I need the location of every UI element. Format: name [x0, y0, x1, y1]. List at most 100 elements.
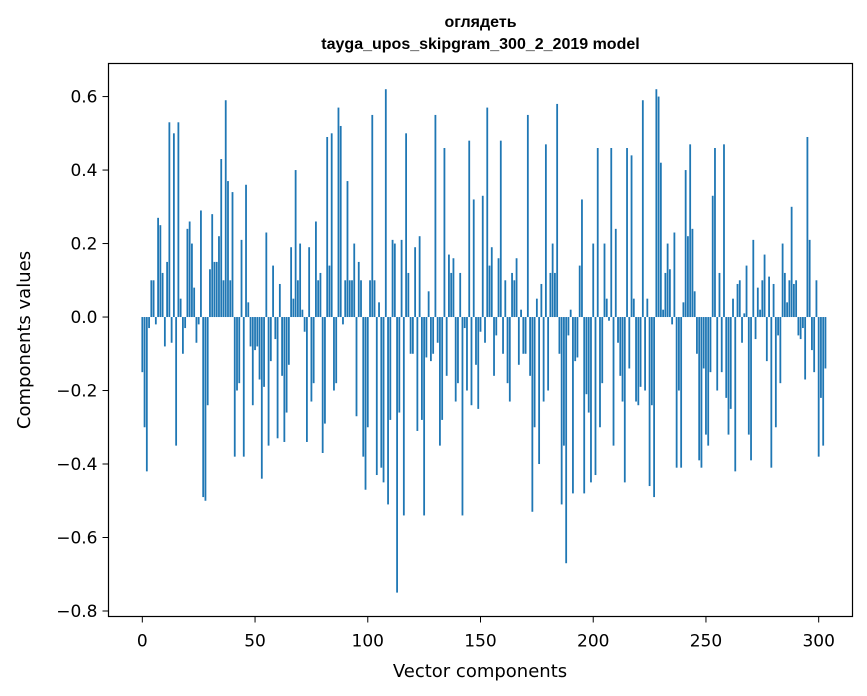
bar	[797, 317, 800, 336]
bar	[272, 265, 274, 318]
bar	[218, 236, 220, 318]
bar	[723, 144, 725, 318]
bar	[799, 317, 802, 340]
x-tick-label: 50	[244, 632, 266, 652]
bar	[675, 317, 678, 468]
bar	[486, 107, 489, 318]
bar	[761, 280, 764, 318]
bar	[242, 317, 245, 457]
bar	[330, 133, 333, 318]
bar	[484, 317, 486, 343]
bar	[765, 317, 768, 362]
bar	[269, 317, 272, 362]
bar	[278, 283, 281, 318]
bar	[351, 280, 353, 318]
y-tick-label: −0.8	[56, 602, 97, 622]
bar	[308, 247, 311, 318]
bar	[650, 317, 653, 406]
bar	[152, 280, 155, 318]
bar	[362, 317, 365, 457]
bar	[319, 272, 322, 318]
bar	[813, 317, 816, 373]
x-tick-label: 200	[577, 632, 609, 652]
bar	[628, 317, 631, 369]
bar	[603, 243, 606, 318]
bar	[632, 298, 635, 318]
bar	[772, 283, 775, 318]
bar	[457, 317, 459, 384]
bar	[251, 317, 254, 406]
bar	[729, 317, 732, 409]
bar	[531, 317, 534, 512]
bar	[454, 317, 457, 402]
bar	[283, 317, 286, 442]
bar	[420, 317, 423, 420]
bar	[337, 107, 340, 318]
bar	[657, 96, 660, 318]
bar	[698, 317, 701, 461]
bar	[599, 317, 601, 428]
bar	[393, 243, 396, 318]
bar	[229, 280, 232, 318]
bar	[215, 261, 218, 318]
x-tick-label: 150	[464, 632, 496, 652]
bar	[777, 317, 779, 336]
bar	[544, 144, 547, 318]
x-axis-label: Vector components	[393, 661, 567, 682]
bar	[747, 317, 750, 435]
bar	[416, 317, 419, 431]
bar	[596, 148, 599, 318]
bar	[563, 317, 565, 446]
bar	[294, 170, 297, 318]
bar	[630, 155, 633, 318]
bar	[312, 317, 315, 384]
bar	[233, 317, 236, 457]
bar	[601, 317, 604, 384]
bar	[754, 317, 757, 340]
bar	[621, 317, 624, 402]
bar	[529, 317, 531, 376]
bar	[583, 317, 586, 494]
bar	[470, 317, 473, 406]
y-tick-label: −0.4	[56, 455, 97, 475]
bar	[236, 317, 238, 391]
bar	[502, 317, 504, 354]
bar	[227, 181, 229, 318]
bar	[520, 309, 522, 318]
bar	[806, 136, 809, 318]
bar	[648, 317, 651, 487]
bar	[511, 272, 513, 318]
bar	[617, 317, 619, 343]
bar	[434, 114, 437, 318]
bar	[389, 317, 392, 420]
bar	[653, 317, 655, 498]
bar	[285, 317, 288, 413]
bar	[786, 302, 789, 318]
bar	[254, 317, 256, 351]
bar	[567, 317, 570, 336]
bar	[402, 317, 405, 516]
bar	[666, 243, 669, 318]
bar	[432, 317, 435, 354]
bar	[504, 280, 507, 318]
y-axis-label: Components values	[14, 251, 35, 429]
bar	[707, 317, 710, 446]
bar	[281, 317, 283, 376]
bar	[614, 228, 617, 318]
bar	[463, 317, 466, 329]
bar	[585, 317, 588, 395]
bar	[752, 239, 755, 318]
bar	[506, 317, 509, 384]
bar	[256, 317, 259, 347]
bar	[310, 317, 313, 402]
bar	[788, 280, 791, 318]
bar	[373, 280, 376, 318]
bar	[405, 133, 407, 318]
bar	[673, 232, 676, 318]
bar	[490, 247, 493, 318]
bar	[547, 317, 550, 391]
bar	[430, 317, 432, 362]
bar	[400, 239, 403, 318]
bar	[637, 317, 640, 406]
